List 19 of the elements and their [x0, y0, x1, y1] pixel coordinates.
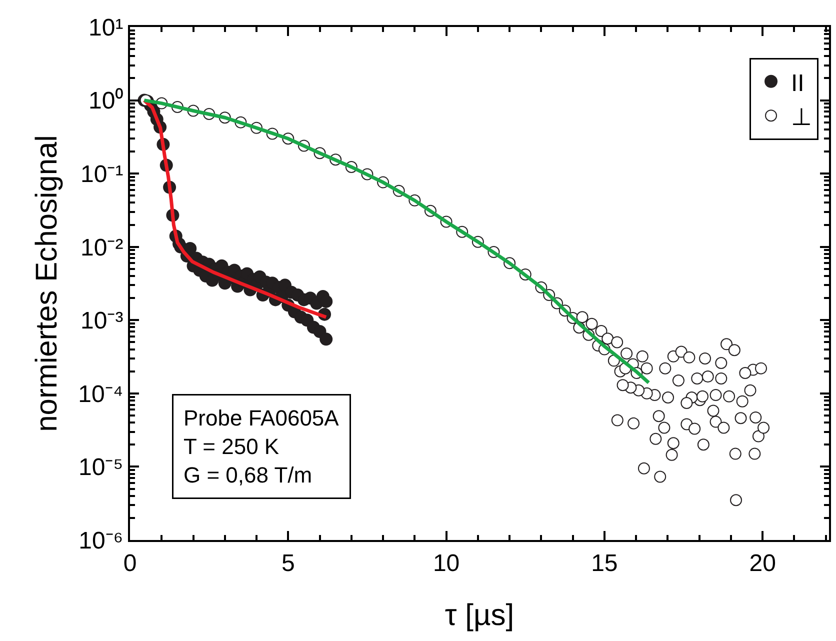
- y-axis-title: normiertes Echosignal: [30, 135, 64, 432]
- x-tick-label: 5: [281, 550, 295, 577]
- legend-label: ⊥: [791, 104, 812, 131]
- y-tick-label: 10¹: [88, 14, 124, 42]
- y-tick-label: 10⁻³: [80, 308, 124, 335]
- x-tick-label: 20: [749, 550, 776, 577]
- y-tick-label: 10⁻²: [80, 234, 124, 262]
- x-tick-label: 15: [591, 550, 618, 577]
- y-tick-label: 10⁰: [88, 88, 124, 115]
- legend-label: II: [791, 70, 804, 97]
- y-tick-label: 10⁻⁴: [78, 380, 124, 408]
- y-tick-label: 10⁻⁵: [78, 454, 124, 482]
- y-tick-label: 10⁻⁶: [78, 527, 124, 554]
- y-tick-label: 10⁻¹: [80, 160, 124, 188]
- x-tick-label: 10: [432, 550, 460, 577]
- x-axis-title: τ [µs]: [444, 598, 514, 632]
- x-tick-label: 0: [123, 550, 137, 577]
- point: [320, 332, 333, 346]
- annotation: Probe FA0605A T = 250 K G = 0,68 T/m: [184, 406, 340, 488]
